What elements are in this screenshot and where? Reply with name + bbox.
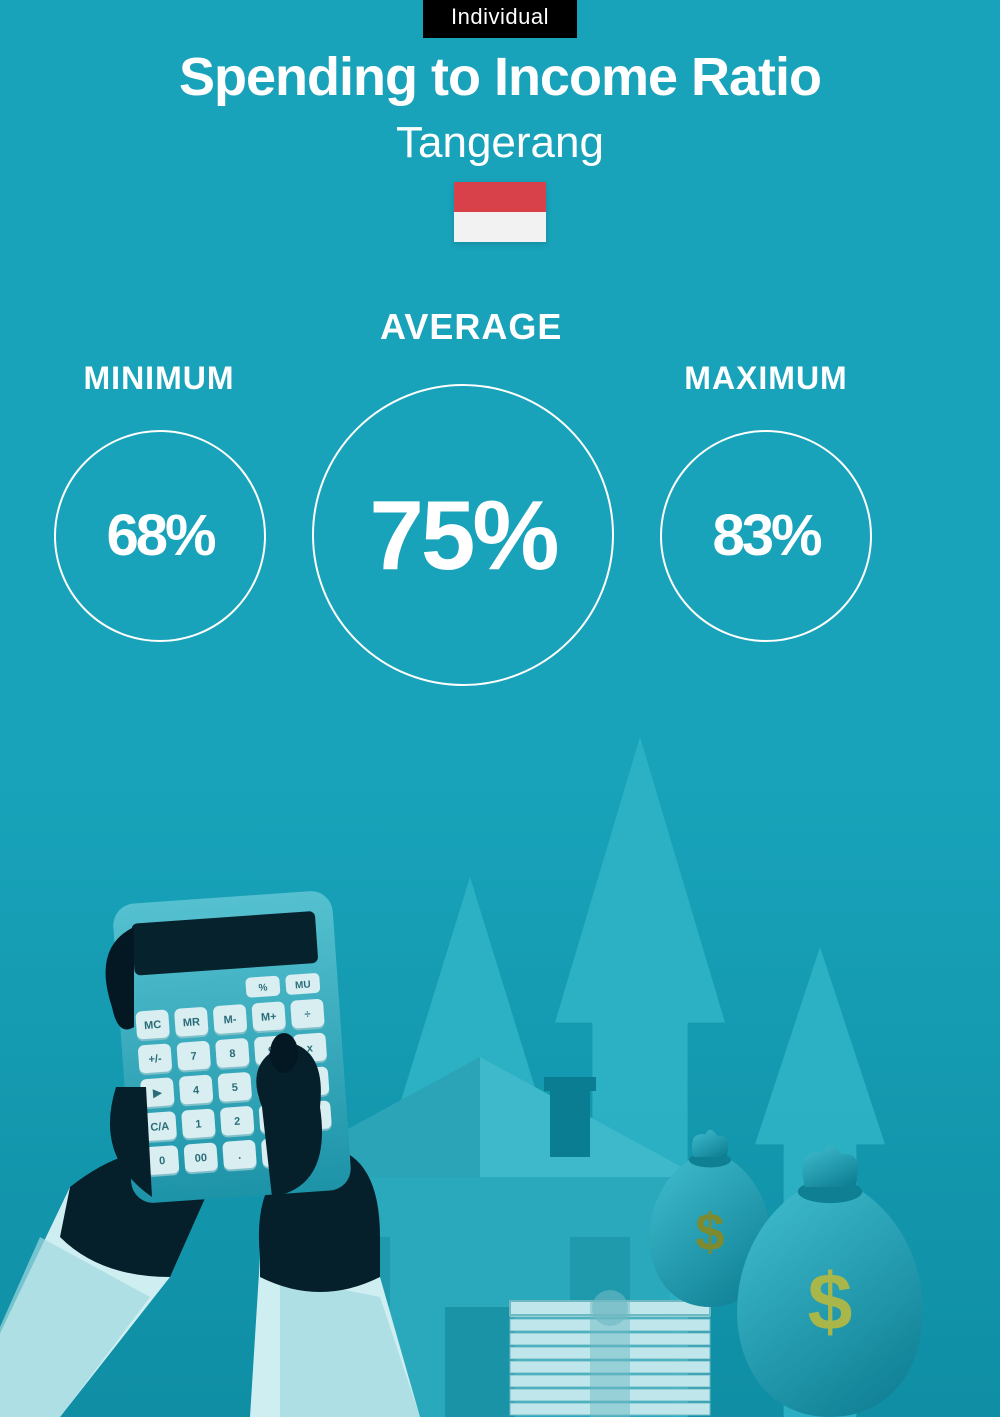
svg-text:+/-: +/- xyxy=(148,1053,162,1066)
category-badge: Individual xyxy=(423,0,577,38)
stat-label-average: AVERAGE xyxy=(380,306,550,348)
svg-text:▶: ▶ xyxy=(152,1087,163,1100)
stat-value-average: 75% xyxy=(369,486,556,584)
svg-text:$: $ xyxy=(808,1258,853,1348)
svg-text:MU: MU xyxy=(295,979,311,991)
stat-circle-minimum: 68% xyxy=(54,430,266,642)
svg-text:C/A: C/A xyxy=(150,1121,170,1134)
svg-text:MR: MR xyxy=(182,1016,200,1029)
stat-value-maximum: 83% xyxy=(712,507,819,565)
svg-text:5: 5 xyxy=(231,1082,238,1094)
svg-text:MC: MC xyxy=(144,1019,162,1032)
stat-value-minimum: 68% xyxy=(106,507,213,565)
flag-stripe-top xyxy=(454,182,546,212)
country-flag-indonesia xyxy=(454,182,546,242)
stat-circle-maximum: 83% xyxy=(660,430,872,642)
svg-text:00: 00 xyxy=(194,1152,207,1165)
finance-illustration: $$%MUMCMRM-M+÷+/-789x▶456-C/A123+000.= xyxy=(0,717,1000,1417)
svg-text:M-: M- xyxy=(223,1014,237,1027)
svg-text:%: % xyxy=(258,982,268,994)
category-badge-text: Individual xyxy=(451,4,549,29)
svg-text:8: 8 xyxy=(229,1048,236,1060)
svg-text:0: 0 xyxy=(159,1155,166,1167)
stat-circle-average: 75% xyxy=(312,384,614,686)
svg-text:M+: M+ xyxy=(261,1011,277,1024)
page-title: Spending to Income Ratio xyxy=(0,46,1000,108)
stat-label-minimum: MINIMUM xyxy=(74,360,244,397)
svg-text:$: $ xyxy=(695,1203,724,1262)
svg-text:÷: ÷ xyxy=(304,1008,311,1020)
location-subtitle: Tangerang xyxy=(0,118,1000,168)
flag-stripe-bottom xyxy=(454,212,546,242)
svg-text:1: 1 xyxy=(195,1118,202,1130)
stat-label-maximum: MAXIMUM xyxy=(674,360,858,397)
svg-text:2: 2 xyxy=(234,1116,241,1128)
svg-text:7: 7 xyxy=(190,1050,197,1062)
infographic-canvas: Individual Spending to Income Ratio Tang… xyxy=(0,0,1000,1417)
